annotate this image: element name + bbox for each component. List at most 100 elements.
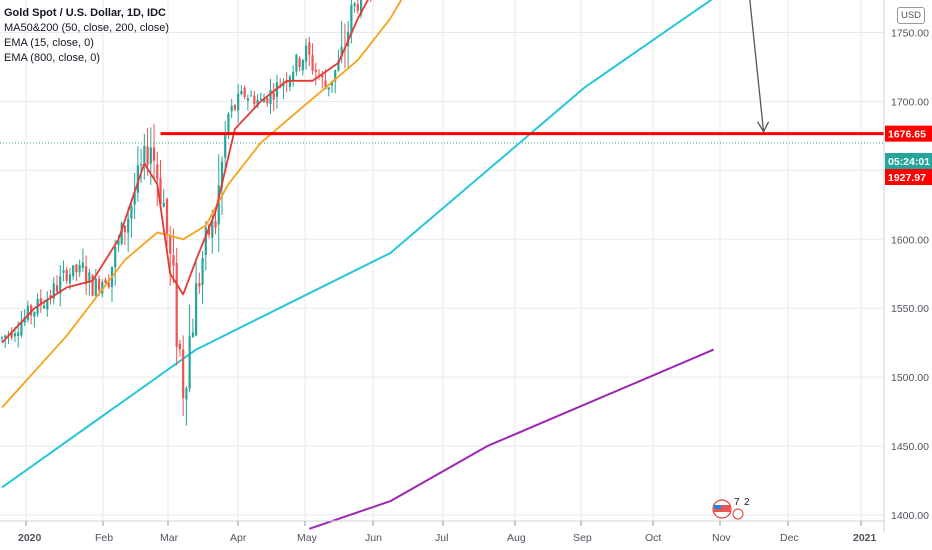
time-tick-label: 2020 bbox=[18, 532, 42, 544]
candle-body bbox=[301, 60, 304, 71]
event-badge-1: 7 bbox=[734, 497, 740, 508]
candle-body bbox=[246, 98, 249, 101]
time-tick-label: May bbox=[297, 532, 318, 544]
legend-ma[interactable]: MA50&200 (50, close, 200, close) bbox=[4, 22, 170, 34]
candle-body bbox=[201, 258, 204, 285]
candle-body bbox=[88, 272, 91, 283]
candle-body bbox=[13, 333, 17, 337]
candle-body bbox=[311, 55, 314, 71]
candle-body bbox=[162, 202, 165, 207]
candle-body bbox=[227, 113, 230, 134]
arrow-head bbox=[757, 121, 770, 134]
time-tick-label: Oct bbox=[645, 532, 661, 544]
candle-body bbox=[136, 165, 139, 193]
ma200-path bbox=[1, 0, 713, 489]
candle-body bbox=[156, 164, 159, 180]
candle-body bbox=[175, 262, 178, 348]
candle-body bbox=[182, 349, 185, 399]
grid bbox=[0, 0, 884, 521]
candle-body bbox=[10, 333, 13, 338]
candle-body bbox=[224, 134, 227, 158]
price-tag-timer bbox=[885, 153, 932, 169]
candle-body bbox=[314, 69, 317, 73]
candle-body bbox=[152, 147, 156, 161]
ema15-line bbox=[1, 0, 369, 344]
candle-body bbox=[39, 298, 42, 306]
candle-body bbox=[78, 264, 81, 273]
candle-body bbox=[114, 246, 117, 268]
candle-body bbox=[249, 95, 253, 97]
ma200-line bbox=[1, 0, 713, 489]
candle-body bbox=[269, 90, 272, 104]
symbol-title[interactable]: Gold Spot / U.S. Dollar, 1D, IDC bbox=[4, 7, 166, 19]
candle-body bbox=[127, 218, 130, 233]
time-tick-label: Jun bbox=[365, 532, 382, 544]
candle-body bbox=[46, 299, 49, 310]
candle-body bbox=[59, 276, 62, 294]
candle-body bbox=[337, 60, 340, 71]
candle-body bbox=[217, 185, 220, 225]
price-tag-red bbox=[885, 169, 932, 185]
candle-body bbox=[259, 98, 262, 100]
candle-body bbox=[143, 146, 146, 164]
candle-body bbox=[120, 223, 123, 244]
time-tick-label: Dec bbox=[780, 532, 799, 544]
legend-ema15[interactable]: EMA (15, close, 0) bbox=[4, 37, 94, 49]
candle-body bbox=[211, 219, 214, 238]
candle-body bbox=[149, 147, 152, 164]
candle-body bbox=[68, 274, 72, 284]
price-tag-text-timer: 05:24:01 bbox=[888, 156, 930, 168]
time-tick-label: Jul bbox=[435, 532, 448, 544]
price-tick-label: 1500.00 bbox=[891, 372, 929, 384]
candle-body bbox=[204, 227, 207, 255]
events-icon[interactable]: 7 2 bbox=[712, 497, 750, 520]
ema800-path bbox=[308, 348, 715, 530]
ma50-path bbox=[1, 0, 403, 409]
price-axis[interactable]: 1400.001450.001500.001550.001600.001650.… bbox=[891, 0, 929, 522]
price-tag-support bbox=[885, 125, 932, 142]
ma50-line bbox=[1, 0, 403, 409]
candle-body bbox=[165, 199, 169, 234]
price-tick-label: 1700.00 bbox=[891, 96, 929, 108]
candle-body bbox=[304, 45, 308, 62]
time-tick-label: Mar bbox=[160, 532, 179, 544]
candle-body bbox=[298, 58, 301, 68]
candle-body bbox=[4, 335, 7, 338]
candle-body bbox=[237, 93, 240, 111]
candle-body bbox=[253, 95, 256, 105]
legend-ema800[interactable]: EMA (800, close, 0) bbox=[4, 52, 100, 64]
candle-body bbox=[26, 305, 29, 320]
price-tag-text-red: 1927.97 bbox=[888, 172, 926, 184]
price-tag-text-support: 1676.65 bbox=[888, 129, 926, 141]
ema15-path bbox=[1, 0, 369, 344]
ema800-line bbox=[308, 348, 715, 530]
time-tick-label: Feb bbox=[95, 532, 113, 544]
candle-body bbox=[117, 240, 120, 246]
candle-body bbox=[295, 54, 298, 72]
candle-body bbox=[191, 332, 194, 338]
price-tick-label: 1600.00 bbox=[891, 234, 929, 246]
price-tick-label: 1550.00 bbox=[891, 303, 929, 315]
candle-body bbox=[72, 265, 75, 277]
candle-body bbox=[52, 283, 55, 299]
candle-body bbox=[230, 105, 233, 112]
arrow-shaft bbox=[749, 0, 765, 132]
candle-body bbox=[292, 71, 295, 81]
time-tick-label: Apr bbox=[230, 532, 247, 544]
candle-body bbox=[65, 269, 68, 281]
candle-body bbox=[285, 81, 288, 83]
candle-body bbox=[104, 279, 107, 284]
candle-body bbox=[49, 295, 52, 299]
time-tick-label: Aug bbox=[507, 532, 526, 544]
candle-body bbox=[33, 312, 36, 317]
forecast-arrow bbox=[749, 0, 770, 134]
candle-body bbox=[130, 206, 133, 219]
candle-body bbox=[243, 87, 246, 98]
candle-body bbox=[240, 90, 243, 95]
candle-body bbox=[133, 192, 136, 205]
time-axis[interactable]: 2020 Feb Mar Apr May Jun Jul Aug Sep Oct Nov Dec 202… bbox=[18, 521, 877, 544]
candle-body bbox=[20, 322, 23, 336]
candle-body bbox=[321, 73, 324, 78]
currency-button[interactable]: USD bbox=[897, 7, 925, 24]
